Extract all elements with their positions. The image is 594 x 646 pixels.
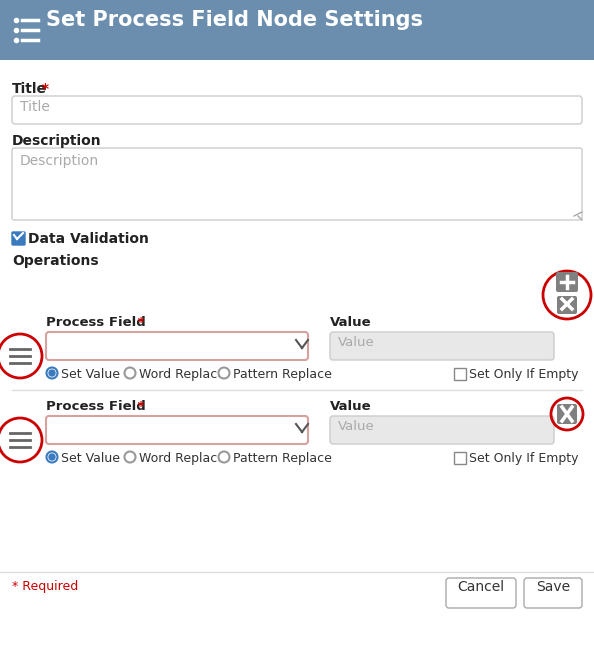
Text: Pattern Replace: Pattern Replace [233,368,332,381]
FancyBboxPatch shape [524,578,582,608]
Text: *: * [133,400,144,413]
Bar [454,368,466,380]
Text: Description: Description [12,134,102,148]
FancyBboxPatch shape [557,404,577,424]
Text: Word Replace: Word Replace [139,368,225,381]
Text: Description: Description [20,154,99,168]
FancyBboxPatch shape [12,232,25,245]
Circle shape [125,368,135,379]
Text: Value: Value [330,400,372,413]
FancyBboxPatch shape [46,416,308,444]
Text: Value: Value [338,336,375,349]
Circle shape [125,452,135,463]
FancyBboxPatch shape [330,332,554,360]
Text: Operations: Operations [12,254,99,268]
Text: * Required: * Required [12,580,78,593]
Text: Process Field: Process Field [46,316,146,329]
Bar [454,452,466,464]
FancyBboxPatch shape [12,148,582,220]
FancyBboxPatch shape [330,416,554,444]
FancyBboxPatch shape [556,272,578,292]
Bar [0,0,594,60]
Circle shape [219,368,229,379]
Text: Save: Save [536,580,570,594]
Circle shape [46,368,58,379]
Text: Process Field: Process Field [46,400,146,413]
Circle shape [543,271,591,319]
Circle shape [46,452,58,463]
Text: Data Validation: Data Validation [28,232,149,246]
Text: Set Value: Set Value [61,452,120,465]
Circle shape [219,452,229,463]
Text: Set Only If Empty: Set Only If Empty [469,452,579,465]
Text: Pattern Replace: Pattern Replace [233,452,332,465]
FancyBboxPatch shape [446,578,516,608]
Circle shape [49,370,55,376]
Text: Title: Title [20,100,50,114]
Text: Title: Title [12,82,47,96]
Text: Cancel: Cancel [457,580,504,594]
Text: Set Value: Set Value [61,368,120,381]
FancyBboxPatch shape [12,96,582,124]
Text: Set Process Field Node Settings: Set Process Field Node Settings [46,10,423,30]
Text: Word Replace: Word Replace [139,452,225,465]
Text: Set Only If Empty: Set Only If Empty [469,368,579,381]
Text: Value: Value [330,316,372,329]
FancyBboxPatch shape [557,296,577,314]
FancyBboxPatch shape [46,332,308,360]
Text: *: * [37,82,49,96]
Text: Value: Value [338,420,375,433]
Circle shape [49,454,55,460]
Text: *: * [133,316,144,329]
